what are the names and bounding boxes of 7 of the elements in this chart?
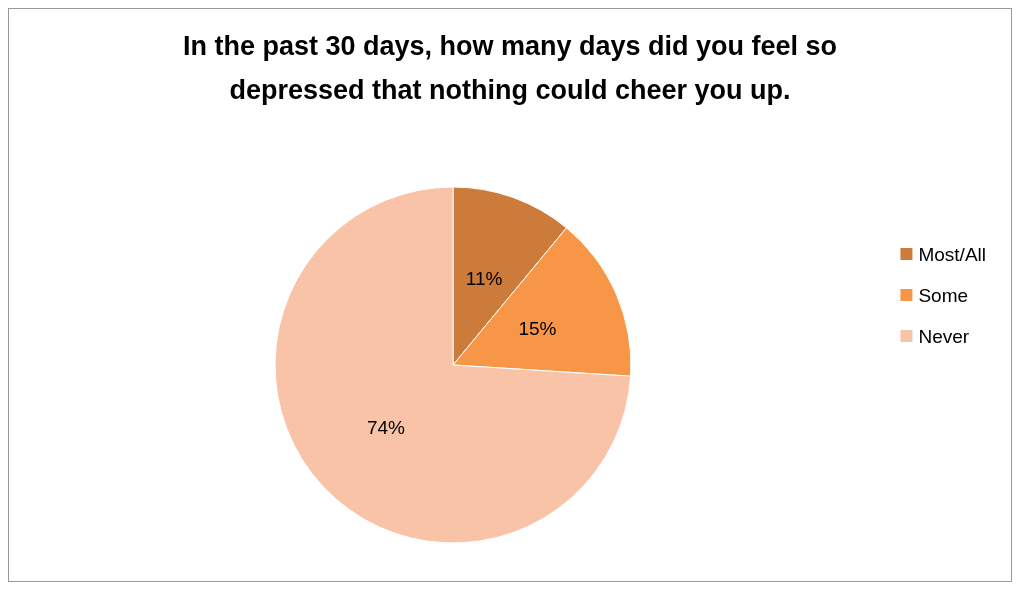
legend-label: Never xyxy=(918,325,970,347)
legend-label: Most/All xyxy=(918,243,987,265)
data-label: 74% xyxy=(366,417,406,439)
data-label: 15% xyxy=(518,317,557,339)
data-label: 11% xyxy=(465,267,503,289)
chart-title: In the past 30 days, how many days did you feel so depressed that nothing could cheer you up. xyxy=(182,31,838,105)
legend-label: Some xyxy=(918,284,969,306)
